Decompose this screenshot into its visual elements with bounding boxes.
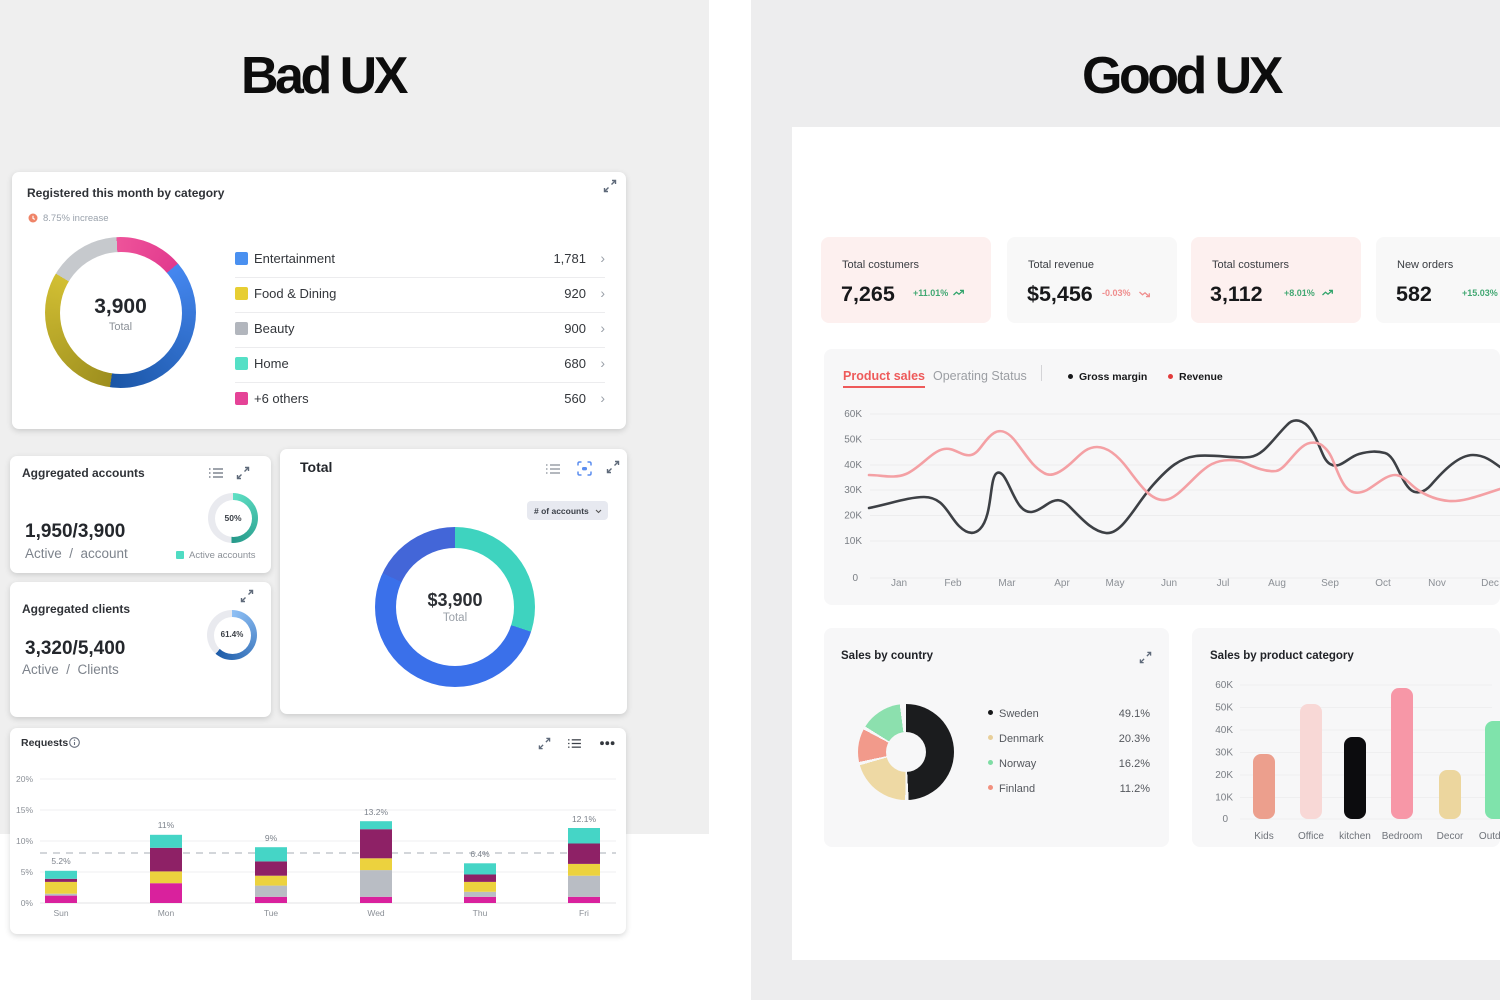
svg-text:20K: 20K — [844, 511, 862, 522]
svg-text:Nov: Nov — [1428, 578, 1446, 589]
svg-text:10K: 10K — [1215, 793, 1233, 804]
svg-text:6.4%: 6.4% — [470, 849, 490, 859]
svg-text:60K: 60K — [844, 409, 862, 420]
svg-text:Dec: Dec — [1481, 578, 1499, 589]
svg-text:Fri: Fri — [579, 908, 589, 918]
svg-text:Outdoor: Outdoor — [1479, 831, 1500, 842]
svg-text:30K: 30K — [1215, 748, 1233, 759]
svg-text:0: 0 — [852, 573, 858, 584]
svg-text:13.2%: 13.2% — [364, 807, 389, 817]
svg-text:Bedroom: Bedroom — [1382, 831, 1423, 842]
svg-text:12.1%: 12.1% — [572, 814, 597, 824]
svg-text:Jul: Jul — [1217, 578, 1230, 589]
svg-text:40K: 40K — [1215, 725, 1233, 736]
svg-text:40K: 40K — [844, 460, 862, 471]
svg-text:Mon: Mon — [158, 908, 175, 918]
svg-text:9%: 9% — [265, 833, 278, 843]
svg-text:50K: 50K — [844, 435, 862, 446]
svg-text:Jan: Jan — [891, 578, 907, 589]
svg-text:10K: 10K — [844, 536, 862, 547]
svg-text:15%: 15% — [16, 805, 33, 815]
svg-text:0: 0 — [1222, 814, 1228, 825]
svg-text:Kids: Kids — [1254, 831, 1273, 842]
svg-text:60K: 60K — [1215, 680, 1233, 691]
svg-text:Thu: Thu — [473, 908, 488, 918]
svg-text:5%: 5% — [21, 867, 34, 877]
svg-text:30K: 30K — [844, 485, 862, 496]
svg-text:Feb: Feb — [944, 578, 962, 589]
svg-text:Apr: Apr — [1054, 578, 1070, 589]
svg-text:11%: 11% — [158, 820, 175, 830]
svg-text:Aug: Aug — [1268, 578, 1286, 589]
svg-text:Tue: Tue — [264, 908, 279, 918]
svg-text:0%: 0% — [21, 898, 34, 908]
svg-text:May: May — [1106, 578, 1125, 589]
svg-text:Office: Office — [1298, 831, 1324, 842]
svg-text:Oct: Oct — [1375, 578, 1391, 589]
svg-text:20K: 20K — [1215, 770, 1233, 781]
svg-text:5.2%: 5.2% — [51, 856, 71, 866]
svg-text:Wed: Wed — [367, 908, 385, 918]
svg-text:Jun: Jun — [1161, 578, 1177, 589]
svg-text:Decor: Decor — [1437, 831, 1464, 842]
svg-text:20%: 20% — [16, 774, 33, 784]
svg-text:50K: 50K — [1215, 703, 1233, 714]
svg-text:Sun: Sun — [53, 908, 68, 918]
svg-text:kitchen: kitchen — [1339, 831, 1371, 842]
svg-text:Sep: Sep — [1321, 578, 1339, 589]
svg-text:10%: 10% — [16, 836, 33, 846]
svg-text:Mar: Mar — [998, 578, 1016, 589]
